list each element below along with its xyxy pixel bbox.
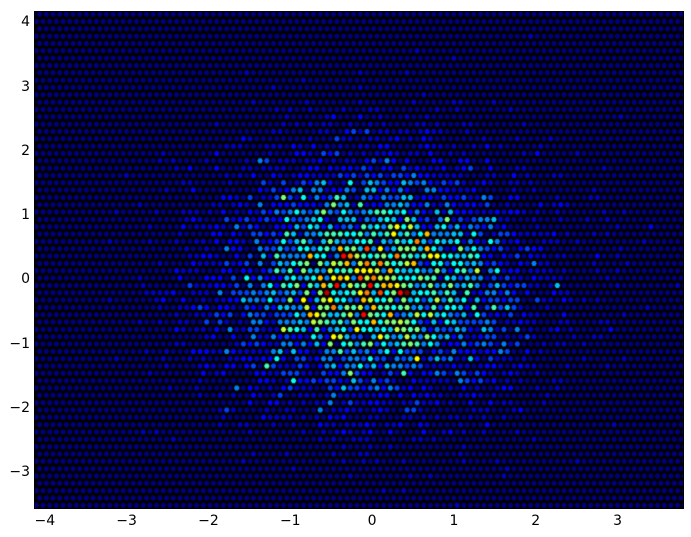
y-tick-label: −2 (9, 399, 30, 416)
plot-area (34, 11, 684, 509)
x-tick-label: 3 (613, 513, 622, 529)
x-tick-label: −2 (198, 513, 219, 529)
x-tick-label: −1 (279, 513, 301, 529)
y-tick-label: −3 (9, 464, 30, 481)
y-tick-label: −1 (9, 335, 30, 352)
x-tick-label: 0 (367, 513, 377, 529)
y-tick-label: 4 (21, 14, 30, 31)
x-tick-label: 2 (531, 513, 541, 529)
y-tick-label: 2 (21, 142, 30, 159)
x-tick-label: 1 (449, 513, 459, 529)
x-tick-label: −4 (34, 513, 56, 529)
hexbin-plot-canvas (35, 12, 683, 508)
y-tick-label: 3 (21, 78, 30, 95)
y-tick-label: 0 (21, 271, 30, 288)
y-tick-label: 1 (21, 207, 30, 224)
x-tick-label: −3 (116, 513, 137, 529)
